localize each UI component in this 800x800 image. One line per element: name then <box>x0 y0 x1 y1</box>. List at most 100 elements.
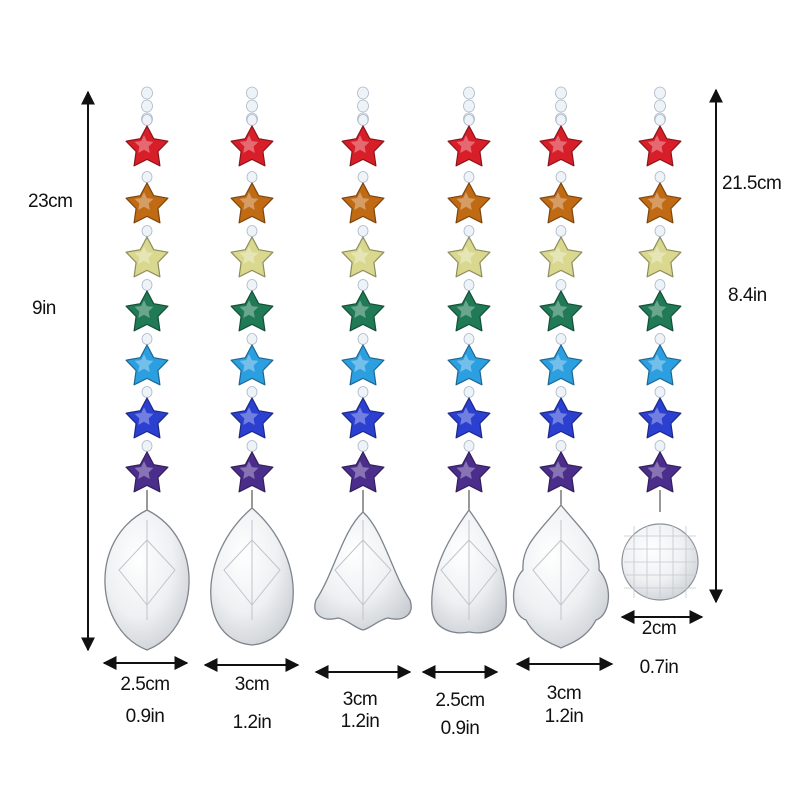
star-highlight <box>647 407 667 425</box>
clear-bead <box>246 99 258 113</box>
pendant-6-width-cm: 2cm <box>641 618 677 639</box>
star-highlight <box>647 300 667 318</box>
star-highlight <box>456 192 476 210</box>
facet-line <box>440 539 498 606</box>
star-highlight <box>647 354 667 372</box>
star-highlight <box>239 246 259 264</box>
strand-4 <box>431 86 507 634</box>
strand-2 <box>210 86 294 646</box>
facet-line <box>223 539 281 606</box>
pendant-1-width-in: 0.9in <box>125 706 165 727</box>
clear-bead <box>357 225 369 237</box>
strand-5 <box>512 86 610 649</box>
pendant-4-width-cm: 2.5cm <box>435 690 485 711</box>
star-highlight <box>350 300 370 318</box>
clear-bead <box>141 333 153 345</box>
clear-bead <box>654 279 666 291</box>
star-highlight <box>548 461 568 479</box>
clear-bead <box>654 386 666 398</box>
clear-bead <box>654 440 666 452</box>
small-height-cm-label: 21.5cm <box>722 173 782 194</box>
clear-bead <box>357 114 369 126</box>
clear-bead <box>246 440 258 452</box>
star-highlight <box>134 461 154 479</box>
clear-bead <box>463 333 475 345</box>
clear-bead <box>141 99 153 113</box>
strand-1 <box>104 86 190 651</box>
clear-bead <box>654 171 666 183</box>
clear-bead <box>463 225 475 237</box>
clear-bead <box>141 114 153 126</box>
clear-bead <box>141 86 153 100</box>
star-highlight <box>239 300 259 318</box>
pendant-6-width-in: 0.7in <box>639 657 679 678</box>
clear-bead <box>555 171 567 183</box>
star-highlight <box>350 192 370 210</box>
clear-bead <box>357 279 369 291</box>
clear-bead <box>246 114 258 126</box>
star-highlight <box>134 407 154 425</box>
star-highlight <box>350 354 370 372</box>
star-highlight <box>239 192 259 210</box>
clear-bead <box>555 86 567 100</box>
star-highlight <box>456 135 476 153</box>
clear-bead <box>555 114 567 126</box>
clear-bead <box>246 333 258 345</box>
star-highlight <box>239 407 259 425</box>
clear-bead <box>463 99 475 113</box>
star-highlight <box>548 354 568 372</box>
star-highlight <box>548 246 568 264</box>
clear-bead <box>555 440 567 452</box>
pendant-3-width-cm: 3cm <box>342 689 378 710</box>
clear-bead <box>141 225 153 237</box>
clear-bead <box>357 99 369 113</box>
clear-bead <box>463 440 475 452</box>
star-highlight <box>134 192 154 210</box>
clear-bead <box>357 386 369 398</box>
star-highlight <box>548 135 568 153</box>
star-highlight <box>456 354 476 372</box>
clear-bead <box>141 171 153 183</box>
clear-bead <box>654 333 666 345</box>
clear-bead <box>141 440 153 452</box>
clear-bead <box>555 99 567 113</box>
clear-bead <box>463 171 475 183</box>
clear-bead <box>246 279 258 291</box>
pendant-2-width-in: 1.2in <box>232 712 272 733</box>
strand-3 <box>314 86 412 631</box>
small-height-in-label: 8.4in <box>728 285 767 306</box>
star-highlight <box>647 461 667 479</box>
star-highlight <box>239 461 259 479</box>
facet-line <box>334 539 392 606</box>
facet-line <box>532 539 590 606</box>
clear-bead <box>463 386 475 398</box>
pendant-1-width-cm: 2.5cm <box>120 674 170 695</box>
star-highlight <box>134 354 154 372</box>
clear-bead <box>246 386 258 398</box>
clear-bead <box>654 114 666 126</box>
clear-bead <box>463 86 475 100</box>
star-highlight <box>548 300 568 318</box>
star-highlight <box>456 246 476 264</box>
star-highlight <box>350 135 370 153</box>
facet-line <box>118 539 176 606</box>
clear-bead <box>555 225 567 237</box>
pendant-2-width-cm: 3cm <box>234 674 270 695</box>
star-highlight <box>134 246 154 264</box>
star-highlight <box>350 407 370 425</box>
clear-bead <box>357 333 369 345</box>
star-highlight <box>134 300 154 318</box>
clear-bead <box>555 386 567 398</box>
clear-bead <box>357 440 369 452</box>
star-highlight <box>350 246 370 264</box>
clear-bead <box>463 114 475 126</box>
clear-bead <box>357 171 369 183</box>
star-highlight <box>647 246 667 264</box>
clear-bead <box>357 86 369 100</box>
star-highlight <box>647 192 667 210</box>
clear-bead <box>654 99 666 113</box>
star-highlight <box>350 461 370 479</box>
star-highlight <box>456 300 476 318</box>
pendant-5-width-cm: 3cm <box>546 683 582 704</box>
